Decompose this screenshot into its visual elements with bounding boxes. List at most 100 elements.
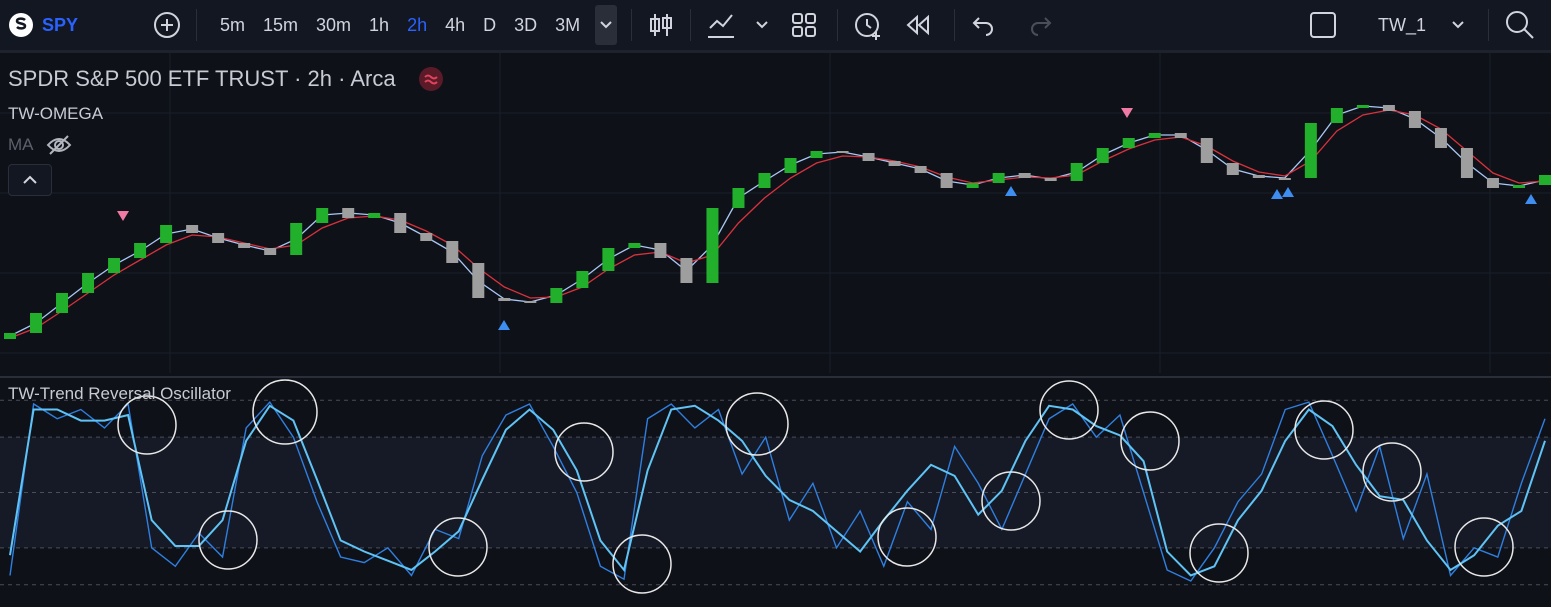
candle (56, 293, 69, 313)
oscillator (0, 399, 1551, 586)
candle (550, 288, 563, 303)
indicator-name: TW-OMEGA (8, 104, 104, 123)
market-status (418, 67, 443, 91)
candle (160, 225, 173, 243)
undo[interactable] (969, 10, 999, 40)
candle (1382, 105, 1395, 111)
candle (810, 151, 823, 158)
hidden-icon[interactable] (46, 134, 72, 156)
candle (4, 333, 16, 339)
interval[interactable]: 30m (316, 14, 352, 35)
candle (706, 208, 719, 283)
intervals: 5m 15m 30m 1h 2h 4h D 3D 3M (211, 15, 589, 36)
candle (82, 273, 95, 293)
candle (784, 158, 797, 173)
candle (966, 183, 979, 188)
candle (914, 166, 927, 173)
templates[interactable] (789, 10, 823, 40)
candle (628, 243, 641, 248)
candle (680, 258, 693, 283)
candle (940, 173, 953, 188)
interval-menu[interactable] (595, 5, 618, 45)
candle (1044, 178, 1057, 181)
candle (290, 223, 303, 255)
buy-signals (498, 186, 1537, 330)
candle (1018, 173, 1031, 178)
candle (1408, 111, 1421, 128)
candle (238, 243, 251, 248)
candle (732, 188, 745, 208)
interval[interactable]: 4h (445, 14, 466, 35)
layout-menu[interactable] (1444, 10, 1474, 40)
candle (1252, 175, 1265, 178)
interval[interactable]: 1h (369, 14, 390, 35)
interval[interactable]: 5m (220, 14, 246, 35)
oscillator-line (9, 404, 1546, 577)
interval[interactable]: 15m (263, 14, 299, 35)
annotation-circles (117, 379, 1514, 594)
candle (108, 258, 121, 273)
toolbar: SPY 5m 15m 30m 1h 2h 4h D 3D 3M TW_1 (0, 0, 1551, 53)
candle (758, 173, 771, 188)
candle (1070, 163, 1083, 181)
candle (342, 208, 355, 218)
candle (1200, 138, 1213, 163)
candle (1096, 148, 1109, 163)
add-symbol[interactable] (152, 10, 182, 40)
candle (836, 151, 849, 153)
candle (1539, 175, 1551, 185)
interval[interactable]: D (483, 14, 497, 35)
candle (134, 243, 147, 258)
candle (888, 161, 901, 166)
candle (316, 208, 329, 223)
candle (1434, 128, 1447, 148)
oscillator-name: TW-Trend Reversal Oscillator (8, 384, 231, 403)
candle (1304, 123, 1317, 178)
symbol[interactable]: SPY (42, 14, 79, 35)
candle (472, 263, 485, 298)
candle (1486, 178, 1499, 188)
candle (446, 241, 459, 263)
alert[interactable] (852, 8, 886, 42)
candle (1512, 185, 1525, 188)
ma-name: MA (8, 135, 34, 154)
candle (1278, 178, 1291, 180)
redo[interactable] (1025, 10, 1055, 40)
candle (1330, 108, 1343, 123)
candles (4, 105, 1551, 339)
candle (1122, 138, 1135, 148)
candle (1174, 133, 1187, 138)
symbol-logo (9, 13, 33, 37)
legend: SPDR S&P 500 ETF TRUST · 2h · Arca TW-OM… (8, 66, 444, 404)
candle (654, 243, 667, 258)
interval[interactable]: 2h (407, 14, 428, 35)
candle (1148, 133, 1161, 138)
layout-name[interactable]: TW_1 (1378, 14, 1427, 35)
candle (30, 313, 43, 333)
candle (264, 248, 277, 255)
candle (1226, 163, 1239, 175)
candle (524, 301, 537, 303)
fullscreen[interactable] (1308, 10, 1338, 40)
interval[interactable]: 3D (514, 14, 538, 35)
chart (0, 53, 1551, 594)
candle (368, 213, 381, 218)
candle (862, 153, 875, 161)
chart-type[interactable] (646, 10, 676, 40)
candle (1356, 105, 1369, 108)
candle (498, 298, 511, 301)
interval[interactable]: 3M (555, 14, 581, 35)
indicators[interactable] (705, 10, 775, 40)
candle (602, 248, 615, 271)
candle (576, 271, 589, 288)
candle (992, 173, 1005, 183)
search[interactable] (1503, 8, 1537, 42)
candle (1460, 148, 1473, 178)
candle (186, 225, 199, 233)
replay[interactable] (900, 10, 940, 40)
candle (394, 213, 407, 233)
candle (212, 233, 225, 243)
oscillator-line (9, 401, 1546, 582)
collapse-legend[interactable] (8, 164, 52, 196)
